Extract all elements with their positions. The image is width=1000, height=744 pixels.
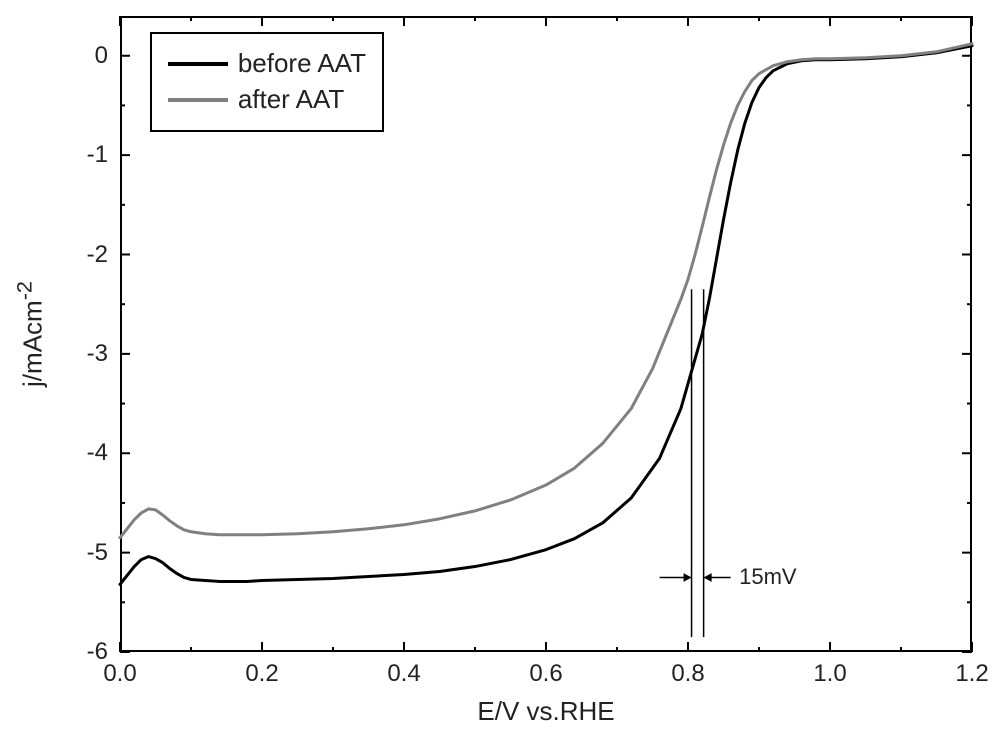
legend-label-before: before AAT <box>238 48 366 79</box>
shift-annotation-text: 15mV <box>739 564 796 590</box>
y-tick-label: -2 <box>87 241 108 269</box>
y-axis-label-sup: -2 <box>12 281 37 300</box>
y-tick-label: -3 <box>87 340 108 368</box>
y-axis-label-text: j/mAcm <box>17 300 47 387</box>
x-tick-label: 0.0 <box>103 660 136 688</box>
y-tick-label: 0 <box>95 42 108 70</box>
x-tick-label: 0.2 <box>245 660 278 688</box>
y-tick-label: -6 <box>87 638 108 666</box>
x-tick-label: 1.2 <box>955 660 988 688</box>
y-tick-label: -5 <box>87 539 108 567</box>
x-axis-label-text: E/V vs.RHE <box>477 696 614 726</box>
x-tick-label: 0.4 <box>387 660 420 688</box>
x-tick-label: 1.0 <box>813 660 846 688</box>
legend-swatch-before <box>168 62 228 66</box>
x-tick-label: 0.8 <box>671 660 704 688</box>
legend: before AAT after AAT <box>150 32 384 132</box>
legend-label-after: after AAT <box>238 84 344 115</box>
figure-root: j/mAcm-2 E/V vs.RHE before AAT after AAT… <box>0 0 1000 744</box>
legend-swatch-after <box>168 98 228 102</box>
legend-row-after: after AAT <box>168 82 366 118</box>
y-axis-label: j/mAcm-2 <box>12 281 49 387</box>
y-tick-label: -1 <box>87 141 108 169</box>
x-axis-label: E/V vs.RHE <box>477 696 614 727</box>
legend-row-before: before AAT <box>168 46 366 82</box>
x-tick-label: 0.6 <box>529 660 562 688</box>
y-tick-label: -4 <box>87 439 108 467</box>
